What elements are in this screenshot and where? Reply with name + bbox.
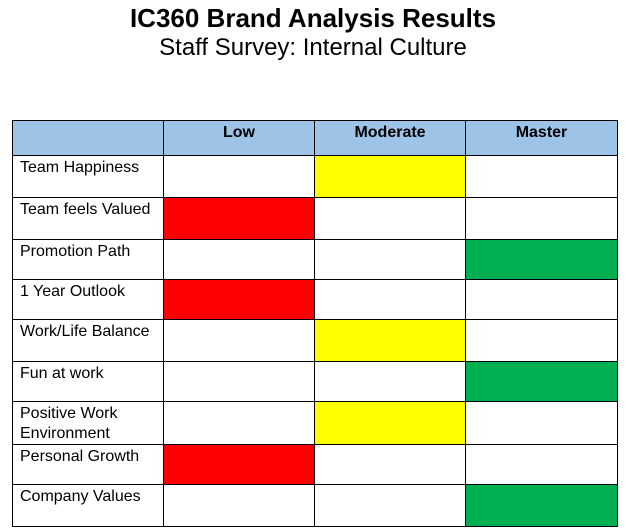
rating-cell-low xyxy=(163,361,315,402)
row-label: Personal Growth xyxy=(12,444,164,485)
table-row: Company Values xyxy=(12,484,618,527)
table-row: Team Happiness xyxy=(12,155,618,198)
rating-cell-master xyxy=(465,239,618,280)
rating-cell-moderate xyxy=(314,197,466,240)
rating-cell-moderate xyxy=(314,279,466,320)
table-row: Positive Work Environment xyxy=(12,401,618,445)
results-table: Low Moderate Master Team Happiness Team … xyxy=(12,120,618,527)
rating-cell-low xyxy=(163,401,315,445)
rating-cell-low xyxy=(163,444,315,485)
table-row: Fun at work xyxy=(12,361,618,402)
rating-cell-master xyxy=(465,401,618,445)
rating-cell-moderate xyxy=(314,155,466,198)
row-label: Positive Work Environment xyxy=(12,401,164,445)
page-title: IC360 Brand Analysis Results xyxy=(129,3,497,33)
header-corner xyxy=(12,120,164,156)
rating-cell-moderate xyxy=(314,401,466,445)
rating-cell-master xyxy=(465,444,618,485)
table-row: Personal Growth xyxy=(12,444,618,485)
table-row: Promotion Path xyxy=(12,239,618,280)
page-subtitle: Staff Survey: Internal Culture xyxy=(159,34,467,61)
table-row: Work/Life Balance xyxy=(12,319,618,362)
rating-cell-moderate xyxy=(314,361,466,402)
rating-cell-low xyxy=(163,197,315,240)
rating-cell-moderate xyxy=(314,484,466,527)
header-moderate: Moderate xyxy=(314,120,466,156)
row-label: 1 Year Outlook xyxy=(12,279,164,320)
row-label: Team feels Valued xyxy=(12,197,164,240)
row-label: Promotion Path xyxy=(12,239,164,280)
table-row: 1 Year Outlook xyxy=(12,279,618,320)
row-label: Work/Life Balance xyxy=(12,319,164,362)
rating-cell-moderate xyxy=(314,444,466,485)
rating-cell-master xyxy=(465,361,618,402)
rating-cell-master xyxy=(465,279,618,320)
row-label: Team Happiness xyxy=(12,155,164,198)
row-label: Company Values xyxy=(12,484,164,527)
header-low: Low xyxy=(163,120,315,156)
table-header-row: Low Moderate Master xyxy=(12,120,618,156)
rating-cell-low xyxy=(163,484,315,527)
rating-cell-moderate xyxy=(314,319,466,362)
rating-cell-master xyxy=(465,197,618,240)
rating-cell-master xyxy=(465,155,618,198)
rating-cell-low xyxy=(163,239,315,280)
table-row: Team feels Valued xyxy=(12,197,618,240)
rating-cell-low xyxy=(163,155,315,198)
rating-cell-low xyxy=(163,279,315,320)
table-body: Team Happiness Team feels Valued Promoti… xyxy=(12,155,618,527)
rating-cell-moderate xyxy=(314,239,466,280)
rating-cell-master xyxy=(465,319,618,362)
rating-cell-master xyxy=(465,484,618,527)
header-master: Master xyxy=(465,120,618,156)
row-label: Fun at work xyxy=(12,361,164,402)
rating-cell-low xyxy=(163,319,315,362)
